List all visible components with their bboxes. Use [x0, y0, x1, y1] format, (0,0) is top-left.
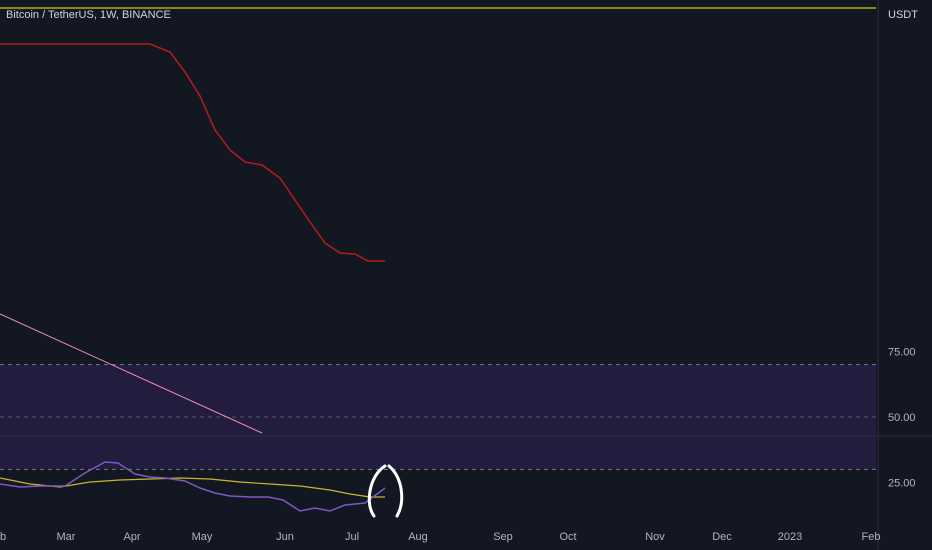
horizontal-levels	[0, 7, 876, 9]
descending-trendline[interactable]	[0, 313, 263, 434]
time-axis: b Mar Apr May Jun Jul Aug Sep Oct Nov Dec 2023 Feb	[0, 531, 880, 543]
time-tick-label: Aug	[408, 531, 428, 543]
time-tick-label: Feb	[862, 531, 881, 543]
time-tick-label: Jun	[276, 531, 294, 543]
rsi-tick-label: 50.00	[888, 412, 916, 424]
rsi-tick-label: 75.00	[888, 347, 916, 359]
annotation-circle-mark[interactable]	[367, 464, 404, 518]
moving-average-line	[0, 43, 385, 262]
time-tick-label: Jul	[345, 531, 359, 543]
time-tick-label: Dec	[712, 531, 732, 543]
rsi-ma-line	[0, 477, 385, 498]
time-tick-label: Nov	[645, 531, 665, 543]
annotation-right-stroke	[387, 464, 404, 518]
time-tick-label: 2023	[778, 531, 802, 543]
time-tick-label: Oct	[559, 531, 576, 543]
rsi-axis: 25.00 50.00 75.00	[888, 347, 916, 490]
time-tick-label: Sep	[493, 531, 513, 543]
time-tick-label: May	[192, 531, 213, 543]
annotation-left-stroke	[367, 464, 387, 518]
time-tick-label: Apr	[123, 531, 140, 543]
currency-unit-label: USDT	[888, 9, 918, 21]
symbol-title: Bitcoin / TetherUS, 1W, BINANCE	[6, 9, 171, 21]
time-tick-label: Mar	[57, 531, 76, 543]
time-tick-label: b	[0, 531, 6, 543]
rsi-line	[0, 461, 386, 512]
rsi-tick-label: 25.00	[888, 478, 916, 490]
